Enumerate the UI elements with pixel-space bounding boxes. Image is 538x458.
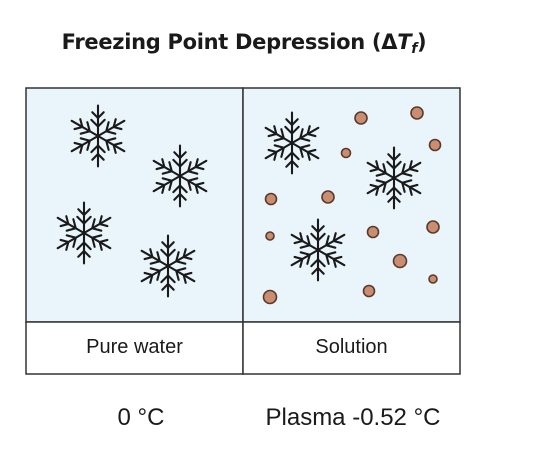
pure-water-temperature: 0 °C [117, 404, 165, 431]
solute-particle [264, 192, 278, 206]
solute-particle [428, 274, 438, 284]
solute-particle [265, 231, 275, 241]
solute-particle [362, 284, 376, 298]
solute-particle [340, 147, 352, 159]
solute-particle [366, 225, 380, 239]
title-close: ) [417, 30, 427, 54]
solution-label: Solution [315, 336, 388, 358]
solution-panel [242, 87, 461, 323]
solution-temperature: Plasma -0.52 °C [265, 404, 441, 431]
solute-particle [262, 289, 278, 305]
pure-water-panel [25, 87, 244, 323]
solution-label-cell [242, 321, 461, 375]
title-subscript: f [411, 41, 418, 57]
title-text: Freezing Point Depression (Δ [61, 30, 398, 54]
diagram-title: Freezing Point Depression (ΔTf) [0, 30, 488, 57]
solute-particle [354, 111, 368, 125]
solute-particle [428, 138, 442, 152]
title-symbol: T [397, 30, 412, 54]
solute-particle [410, 106, 424, 120]
pure-water-label-cell [25, 321, 244, 375]
solute-particle [321, 190, 335, 204]
solute-particle [392, 253, 408, 269]
pure-water-label: Pure water [86, 336, 183, 358]
solute-particle [426, 220, 440, 234]
